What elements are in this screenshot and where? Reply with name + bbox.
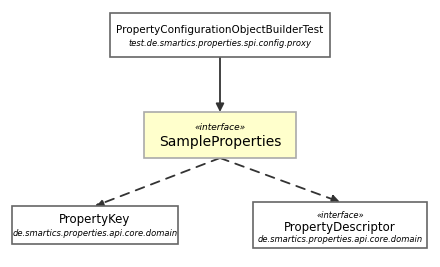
- Text: de.smartics.properties.api.core.domain: de.smartics.properties.api.core.domain: [12, 229, 178, 238]
- Text: de.smartics.properties.api.core.domain: de.smartics.properties.api.core.domain: [257, 234, 422, 244]
- Text: PropertyDescriptor: PropertyDescriptor: [284, 221, 396, 234]
- Text: PropertyKey: PropertyKey: [59, 214, 131, 226]
- Text: test.de.smartics.properties.spi.config.proxy: test.de.smartics.properties.spi.config.p…: [128, 38, 312, 48]
- Text: SampleProperties: SampleProperties: [159, 135, 281, 149]
- Bar: [110, 13, 330, 57]
- Bar: [253, 202, 427, 248]
- Text: PropertyConfigurationObjectBuilderTest: PropertyConfigurationObjectBuilderTest: [116, 25, 324, 35]
- Bar: [12, 206, 178, 244]
- Text: «interface»: «interface»: [316, 210, 364, 219]
- Bar: [144, 112, 296, 158]
- Text: «interface»: «interface»: [194, 123, 246, 132]
